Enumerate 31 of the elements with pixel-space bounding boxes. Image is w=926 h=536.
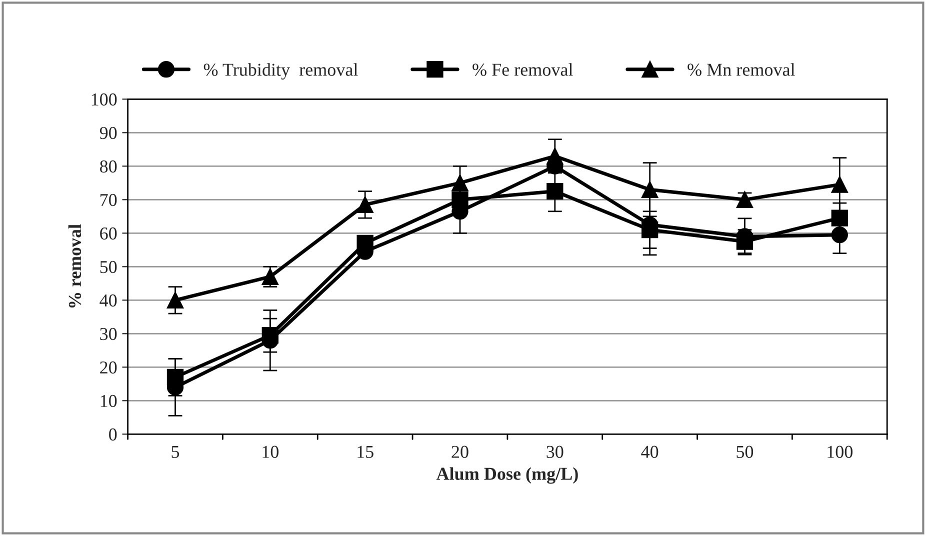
x-tick-label: 50: [736, 446, 754, 458]
y-tick-label: 20: [100, 361, 117, 374]
point: [262, 327, 278, 344]
y-tick-label: 80: [100, 160, 117, 173]
x-tick-label: 100: [828, 446, 853, 458]
x-tick-label: 40: [641, 446, 658, 458]
y-tick-label: 10: [100, 394, 117, 408]
point: [452, 174, 468, 192]
point: [166, 368, 184, 386]
x-axis-title: Alum Dose (mg/L): [436, 467, 578, 484]
y-tick-label: 90: [100, 126, 117, 140]
x-tick-label: 10: [262, 446, 278, 458]
y-tick-label: 70: [100, 194, 117, 206]
y-tick-label: 40: [100, 294, 117, 307]
x-tick-label: 30: [546, 446, 564, 458]
x-tick-label: 15: [358, 446, 374, 458]
x-tick-label: 5: [172, 446, 180, 458]
point: [736, 233, 754, 250]
y-tick-label: 50: [100, 260, 117, 274]
point: [641, 221, 658, 238]
point: [546, 148, 564, 164]
legend-label: % Trubidity removal: [204, 63, 358, 80]
y-tick-label: 100: [92, 93, 117, 106]
x-tick-label: 20: [452, 446, 468, 458]
y-tick-label: 30: [100, 328, 117, 340]
y-tick-label: 60: [100, 227, 117, 240]
legend-label: % Mn removal: [688, 63, 795, 76]
y-axis-title: % removal: [68, 224, 82, 308]
point: [546, 182, 564, 200]
legend-label: % Fe removal: [472, 63, 573, 76]
y-tick-label: 0: [109, 428, 117, 441]
